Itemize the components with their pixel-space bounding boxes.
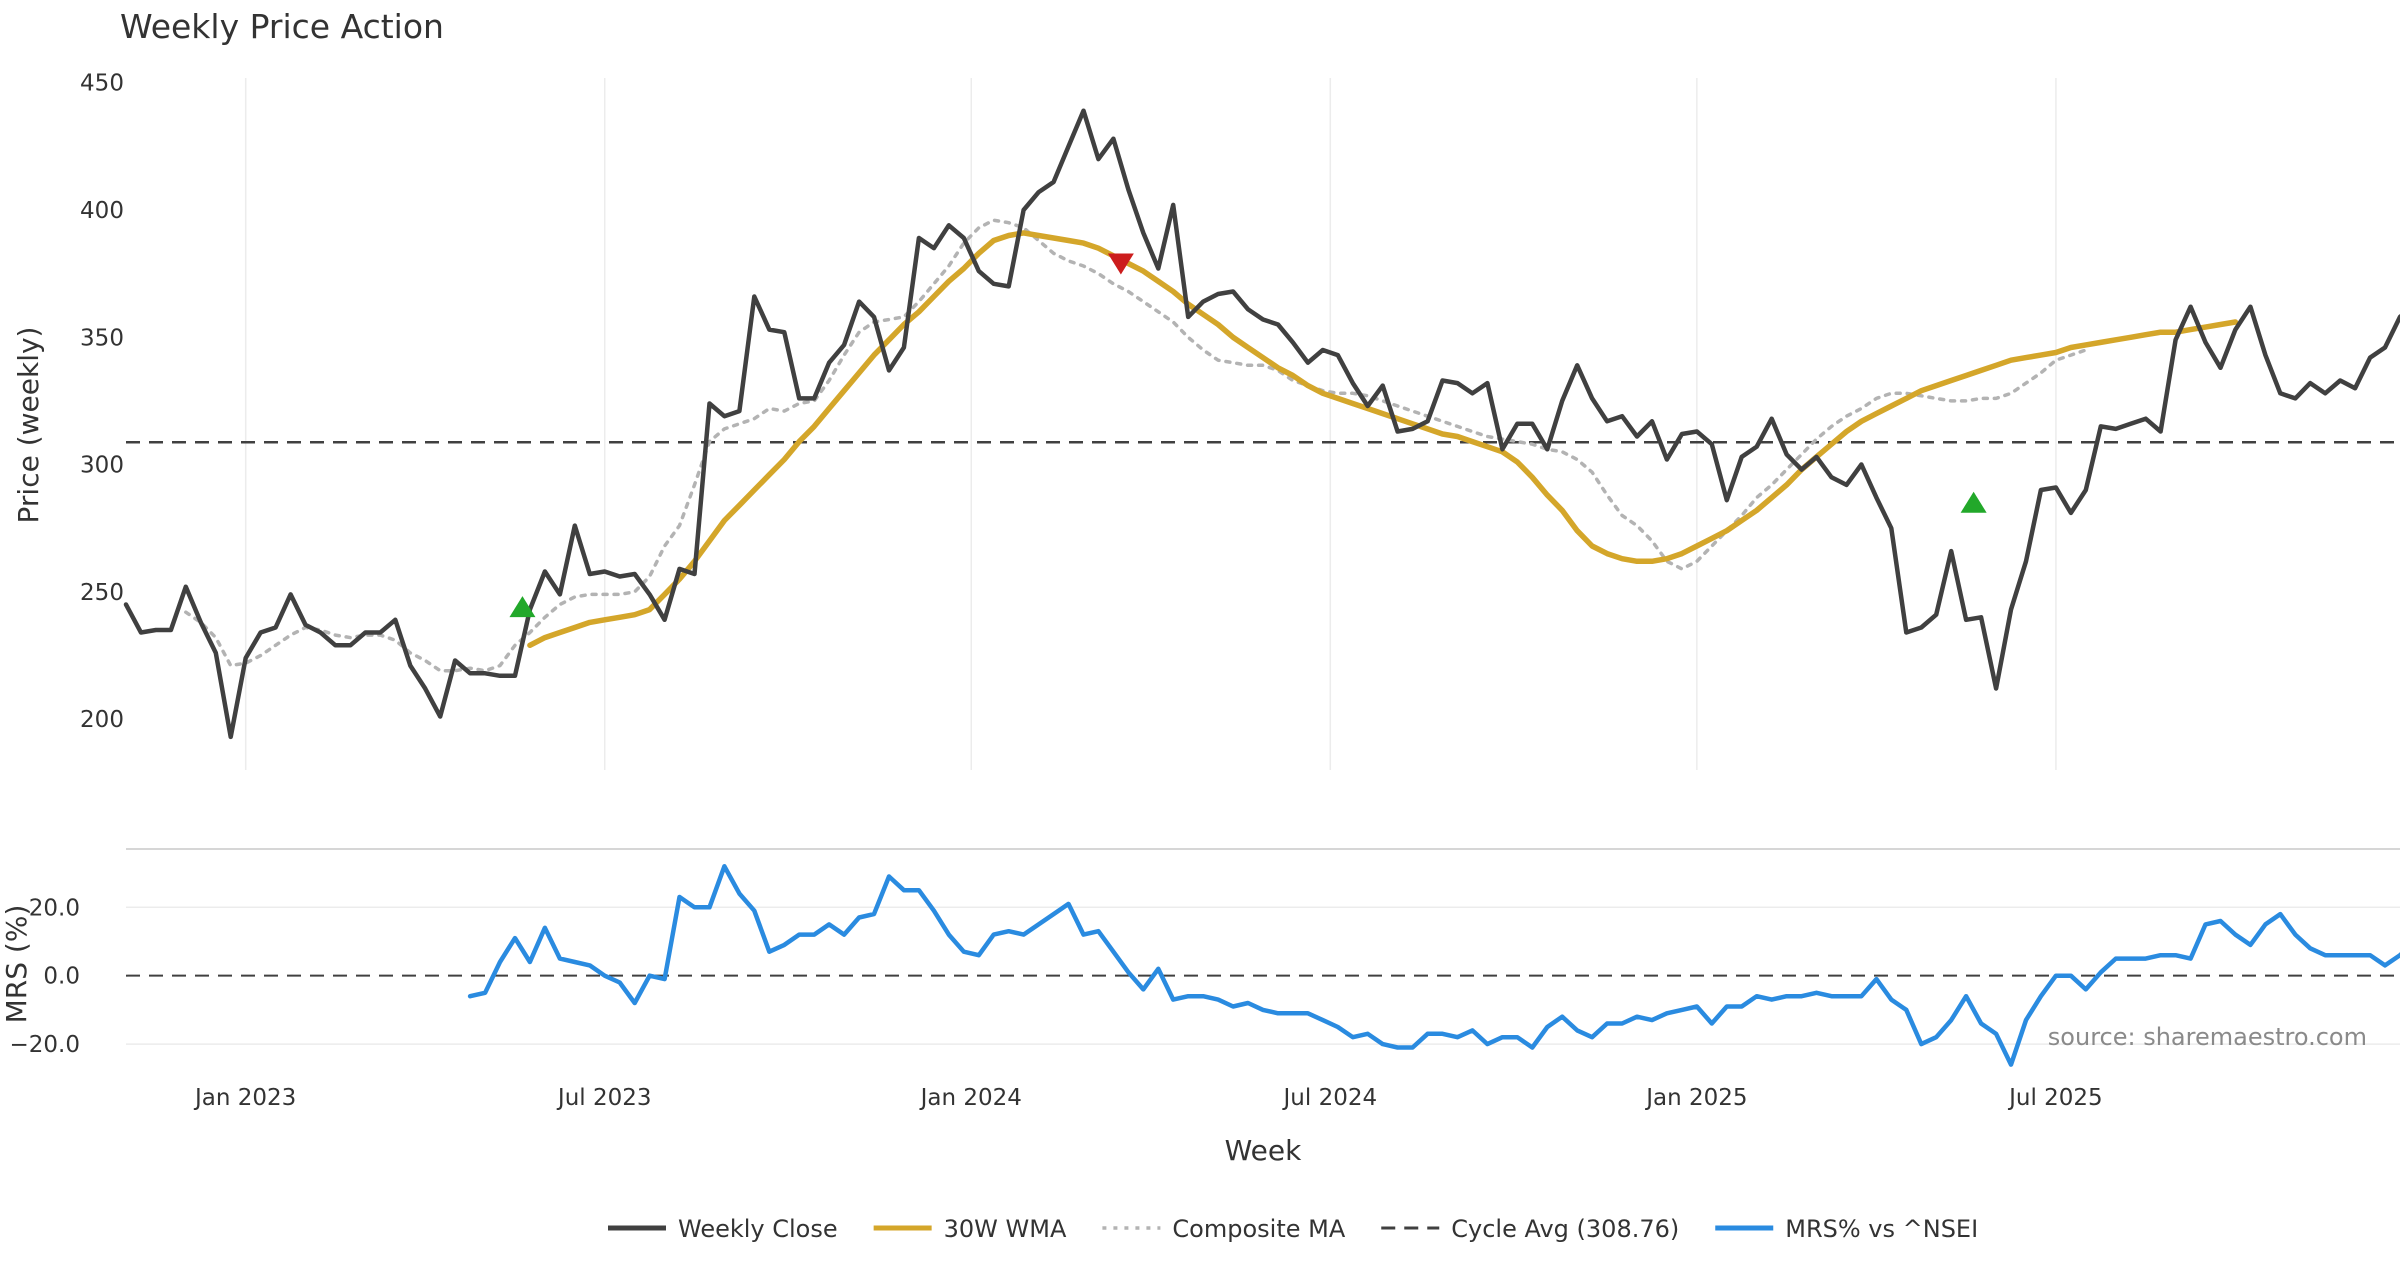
legend-label: 30W WMA [944, 1215, 1067, 1243]
gridlines [126, 78, 2400, 1045]
series-composite-ma-line [184, 218, 2088, 673]
legend-label: Composite MA [1172, 1215, 1345, 1243]
x-axis-label: Week [1225, 1134, 1302, 1167]
buy-signal-marker [509, 596, 536, 618]
price-tick-label: 400 [80, 198, 124, 224]
chart-title: Weekly Price Action [120, 7, 444, 46]
mrs-tick-label: 0.0 [43, 964, 80, 990]
x-tick-label: Jan 2023 [193, 1085, 296, 1111]
tick-labels: Jan 2023 Jul 2023 Jan 2024 Jul 2024 Jan 2025… [10, 71, 2103, 1111]
series-layer [123, 108, 2400, 1067]
x-tick-label: Jan 2024 [919, 1085, 1022, 1111]
price-tick-label: 450 [80, 71, 124, 97]
series-30w-wma-line [527, 230, 2239, 649]
x-tick-label: Jul 2024 [1282, 1085, 1378, 1111]
signal-markers [509, 253, 1987, 618]
legend-label: Weekly Close [678, 1215, 838, 1243]
x-tick-label: Jan 2025 [1644, 1085, 1747, 1111]
source-note: source: sharemaestro.com [2048, 1023, 2367, 1051]
series-weekly-close-line [123, 108, 2400, 740]
x-tick-label: Jul 2023 [556, 1085, 652, 1111]
legend: Weekly Close 30W WMA Composite MA Cycle Avg… [608, 1215, 1978, 1243]
legend-label: Cycle Avg (308.76) [1451, 1215, 1679, 1243]
price-tick-label: 250 [80, 580, 124, 606]
mrs-tick-label: −20.0 [10, 1032, 80, 1058]
sell-signal-marker [1107, 253, 1134, 275]
price-tick-label: 300 [80, 453, 124, 479]
reference-lines [126, 440, 2400, 977]
mrs-axis-label: MRS (%) [0, 905, 33, 1024]
x-tick-label: Jul 2025 [2007, 1085, 2103, 1111]
price-tick-label: 200 [80, 707, 124, 733]
price-axis-label: Price (weekly) [12, 327, 45, 524]
buy-signal-marker [1960, 491, 1987, 513]
mrs-tick-label: 20.0 [29, 895, 80, 921]
legend-label: MRS% vs ^NSEI [1785, 1215, 1978, 1243]
series-mrs-vs-nsei-line [467, 864, 2400, 1067]
price-tick-label: 350 [80, 325, 124, 351]
